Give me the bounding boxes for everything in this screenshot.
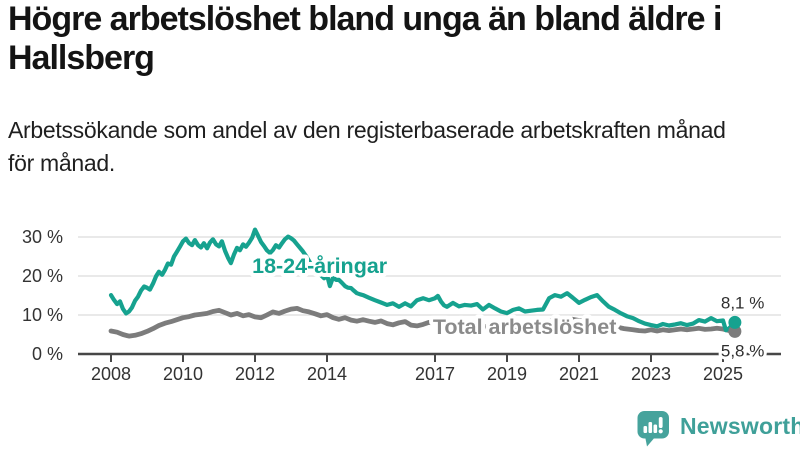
y-axis-label-0: 0 % bbox=[32, 344, 63, 364]
x-axis-label-2017: 2017 bbox=[415, 364, 455, 384]
end-dot-18-24-åringar bbox=[728, 315, 742, 329]
page-title: Högre arbetslöshet bland unga än bland ä… bbox=[8, 0, 722, 77]
x-axis-label-2014: 2014 bbox=[307, 364, 347, 384]
series-label-Total arbetslöshet: Total arbetslöshet bbox=[433, 315, 617, 339]
bar-small bbox=[643, 426, 648, 433]
speech-bubble-tail bbox=[645, 436, 656, 447]
bar-chart-speech-bubble-icon bbox=[637, 411, 669, 447]
bar-tall bbox=[648, 422, 653, 433]
x-axis-label-2021: 2021 bbox=[559, 364, 599, 384]
series-label-18-24-åringar: 18-24-åringar bbox=[252, 254, 388, 278]
speech-bubble-body bbox=[637, 411, 669, 439]
x-axis-label-2008: 2008 bbox=[91, 364, 131, 384]
exclamation-bar bbox=[658, 417, 663, 428]
end-value-label-Total arbetslöshet: 5,8 % bbox=[721, 341, 764, 360]
chart-subtitle: Arbetssökande som andel av den registerb… bbox=[8, 117, 726, 176]
x-axis-label-2025: 2025 bbox=[703, 364, 743, 384]
bar-medium bbox=[653, 424, 658, 433]
series-line-18-24-åringar bbox=[108, 227, 737, 333]
series-line-Total arbetslöshet bbox=[108, 306, 738, 339]
x-axis-label-2023: 2023 bbox=[631, 364, 671, 384]
y-axis-label-20: 20 % bbox=[22, 266, 63, 286]
end-value-label-18-24-åringar: 8,1 % bbox=[721, 293, 764, 312]
x-axis-label-2010: 2010 bbox=[163, 364, 203, 384]
x-axis-label-2012: 2012 bbox=[235, 364, 275, 384]
y-axis-label-30: 30 % bbox=[22, 227, 63, 247]
y-axis-label-10: 10 % bbox=[22, 305, 63, 325]
end-dot-Total arbetslöshet bbox=[728, 324, 742, 338]
newsworthy-logo: Newsworthy bbox=[637, 410, 800, 448]
x-axis-label-2019: 2019 bbox=[487, 364, 527, 384]
exclamation-dot bbox=[658, 429, 663, 434]
newsworthy-wordmark: Newsworthy bbox=[680, 413, 800, 439]
